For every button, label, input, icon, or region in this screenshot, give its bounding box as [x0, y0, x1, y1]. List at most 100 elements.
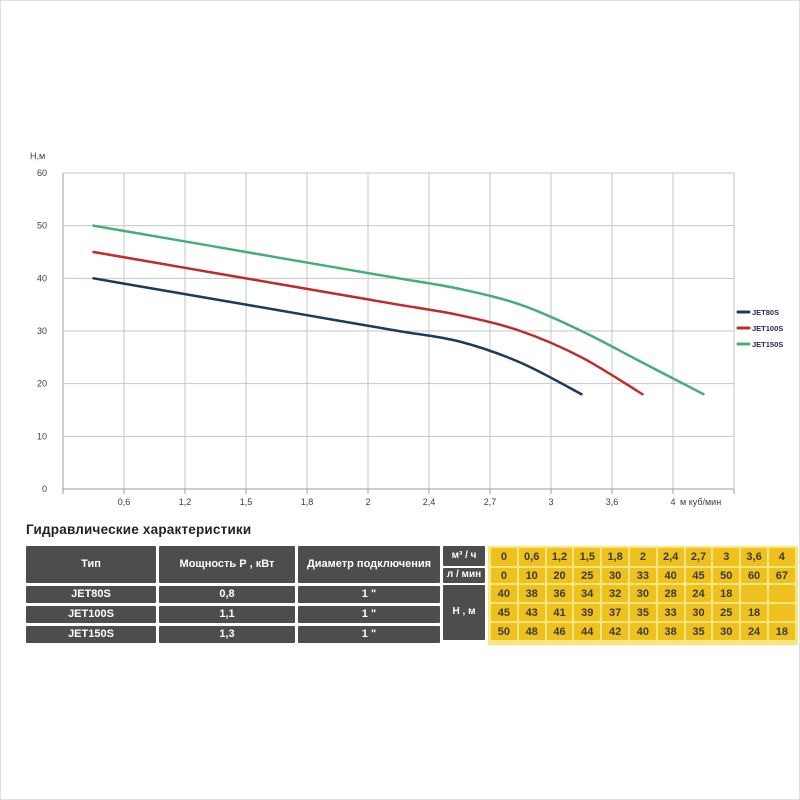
row-diameter-cell: 1 ": [298, 626, 440, 643]
y-tick-label: 20: [37, 379, 47, 389]
head-value: 40: [629, 623, 656, 640]
col-header-diameter: Диаметр подключения: [298, 546, 440, 583]
head-value: 18: [768, 623, 795, 640]
flow-m3h-value: 0,6: [518, 548, 545, 566]
flow-m3h-value: 0: [491, 548, 517, 566]
y-tick-label: 50: [37, 221, 47, 231]
flow-lmin-value: 33: [629, 568, 656, 583]
head-value: 41: [546, 604, 573, 621]
head-value: 35: [685, 623, 712, 640]
flow-m3h-value: 2,7: [685, 548, 712, 566]
head-value: 30: [713, 623, 740, 640]
head-value: 30: [629, 585, 656, 602]
legend-label: JET100S: [752, 324, 783, 333]
x-tick-label: 0,6: [118, 497, 131, 507]
head-value: 18: [741, 604, 767, 621]
row-power-cell: 1,1: [159, 606, 295, 623]
head-value: 42: [602, 623, 628, 640]
head-value: 39: [574, 604, 601, 621]
row-type-cell: JET100S: [26, 606, 156, 623]
y-tick-label: 10: [37, 431, 47, 441]
flow-lmin-value: 25: [574, 568, 601, 583]
flow-lmin-value: 50: [713, 568, 740, 583]
head-value: 33: [657, 604, 684, 621]
head-value: 25: [713, 604, 740, 621]
unit-flow-m3h: м³ / ч: [443, 546, 485, 566]
head-value: 32: [602, 585, 628, 602]
legend-label: JET150S: [752, 340, 783, 349]
x-tick-label: 4: [670, 497, 675, 507]
col-header-power: Мощность Р , кВт: [159, 546, 295, 583]
legend-label: JET80S: [752, 308, 779, 317]
row-diameter-cell: 1 ": [298, 606, 440, 623]
head-value: 48: [518, 623, 545, 640]
head-value: 28: [657, 585, 684, 602]
x-tick-label: 2,7: [484, 497, 497, 507]
head-value: 35: [629, 604, 656, 621]
table-left-block: Тип Мощность Р , кВт Диаметр подключения JE…: [26, 546, 440, 643]
y-tick-label: 30: [37, 326, 47, 336]
flow-lmin-value: 45: [685, 568, 712, 583]
head-value: 34: [574, 585, 601, 602]
pump-performance-chart: 0 10 20 30 40 50 60 Н,м 0,6 1,2 1,5 1,8 2 2,4 2,7 3 3,6 4…: [30, 151, 783, 507]
y-axis-title: Н,м: [30, 151, 45, 161]
head-value: [768, 604, 795, 621]
head-value: 50: [491, 623, 517, 640]
x-tick-label: 3: [548, 497, 553, 507]
flow-m3h-value: 1,2: [546, 548, 573, 566]
head-value: 46: [546, 623, 573, 640]
flow-lmin-value: 30: [602, 568, 628, 583]
row-diameter-cell: 1 ": [298, 586, 440, 603]
flow-lmin-value: 0: [491, 568, 517, 583]
head-value: 24: [741, 623, 767, 640]
unit-head-m: Н , м: [443, 585, 485, 640]
curve-jet80s: [92, 277, 583, 396]
head-value: 30: [685, 604, 712, 621]
flow-lmin-value: 20: [546, 568, 573, 583]
flow-m3h-value: 2,4: [657, 548, 684, 566]
x-tick-label: 1,2: [179, 497, 192, 507]
flow-m3h-value: 2: [629, 548, 656, 566]
head-value: 43: [518, 604, 545, 621]
head-value: 45: [491, 604, 517, 621]
head-value: 38: [518, 585, 545, 602]
table-unit-column: м³ / ч л / мин Н , м: [443, 546, 485, 640]
y-tick-label: 0: [42, 484, 47, 494]
head-value: 36: [546, 585, 573, 602]
hydraulic-characteristics-table: Тип Мощность Р , кВт Диаметр подключения JE…: [26, 546, 798, 645]
flow-m3h-value: 3: [713, 548, 740, 566]
flow-lmin-value: 10: [518, 568, 545, 583]
row-power-cell: 0,8: [159, 586, 295, 603]
flow-lmin-value: 67: [768, 568, 795, 583]
y-tick-label: 60: [37, 168, 47, 178]
table-flow-head-block: 0 0,6 1,2 1,5 1,8 2 2,4 2,7 3 3,6 4 0 10 20 25 30 33 40 45…: [488, 546, 798, 645]
unit-flow-lmin: л / мин: [443, 568, 485, 583]
curve-jet150s: [92, 224, 705, 396]
head-value: 18: [713, 585, 740, 602]
x-tick-label: 2: [365, 497, 370, 507]
head-value: [768, 585, 795, 602]
flow-lmin-value: 60: [741, 568, 767, 583]
head-value: 40: [491, 585, 517, 602]
x-tick-label: 1,8: [301, 497, 314, 507]
flow-m3h-value: 1,8: [602, 548, 628, 566]
y-tick-label: 40: [37, 273, 47, 283]
flow-m3h-value: 4: [768, 548, 795, 566]
col-header-type: Тип: [26, 546, 156, 583]
flow-m3h-value: 1,5: [574, 548, 601, 566]
head-value: 24: [685, 585, 712, 602]
row-type-cell: JET80S: [26, 586, 156, 603]
x-tick-label: 3,6: [606, 497, 619, 507]
head-value: [741, 585, 767, 602]
head-value: 37: [602, 604, 628, 621]
table-flow-head-grid: 0 0,6 1,2 1,5 1,8 2 2,4 2,7 3 3,6 4 0 10 20 25 30 33 40 45…: [491, 548, 795, 640]
flow-m3h-value: 3,6: [741, 548, 767, 566]
flow-lmin-value: 40: [657, 568, 684, 583]
x-tick-label: 2,4: [423, 497, 436, 507]
curve-jet100s: [92, 250, 644, 396]
x-axis-unit: м куб/мин: [680, 497, 721, 507]
x-tick-label: 1,5: [240, 497, 253, 507]
table-title: Гидравлические характеристики: [26, 522, 252, 537]
head-value: 44: [574, 623, 601, 640]
